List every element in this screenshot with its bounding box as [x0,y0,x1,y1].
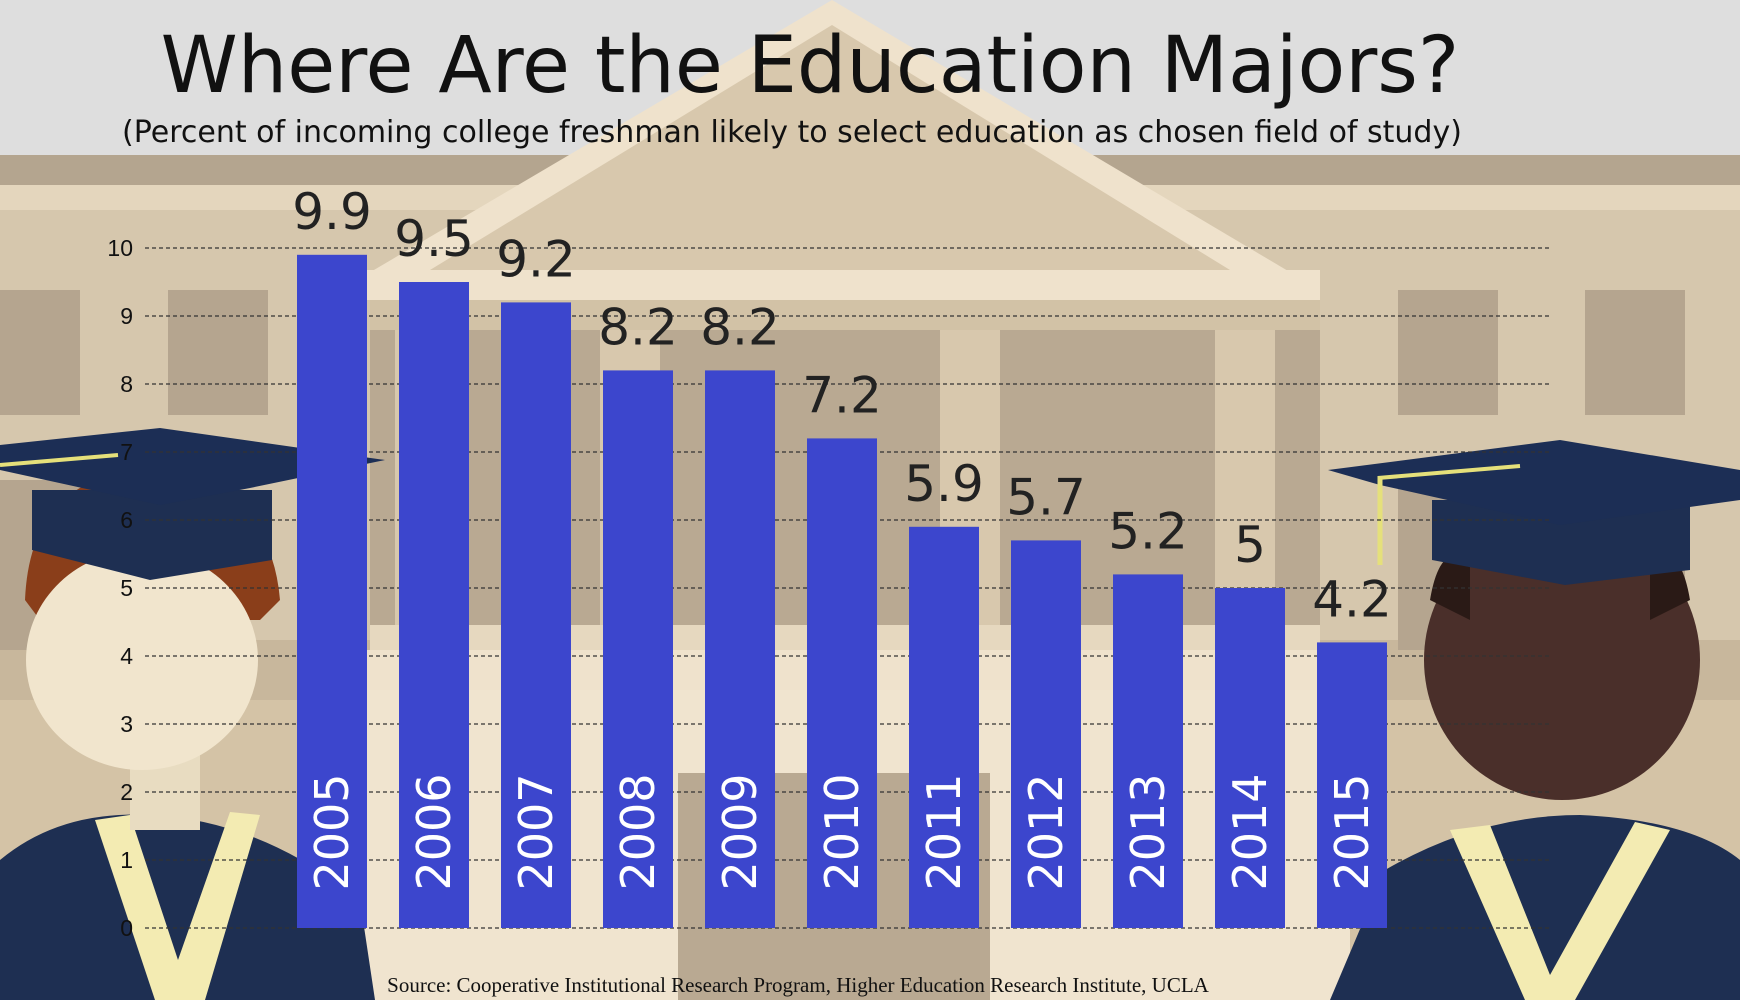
category-label: 2007 [509,773,563,890]
chart-title: Where Are the Education Majors? [161,21,1460,111]
value-label: 7.2 [802,366,882,424]
category-labels: 2005 2006 2007 2008 2009 2010 2011 2012 2013 2014… [305,773,1379,890]
value-label: 8.2 [598,298,678,356]
bar-2008 [603,370,673,928]
value-labels: 9.9 9.5 9.2 8.2 8.2 7.2 5.9 5.7 5.2 5 4.2 [292,183,1392,629]
bar-2005 [297,254,367,929]
y-axis-tick-labels: 0 1 2 3 4 5 6 7 8 9 10 [107,235,133,941]
category-label: 2013 [1121,773,1175,890]
value-label: 4.2 [1312,570,1392,628]
category-label: 2014 [1223,773,1277,890]
y-tick-label: 1 [120,847,133,873]
category-label: 2015 [1325,773,1379,890]
y-tick-label: 10 [107,235,133,261]
y-tick-label: 9 [120,303,133,329]
y-tick-label: 2 [120,779,133,805]
y-tick-label: 0 [120,915,133,941]
value-label: 9.5 [394,210,474,268]
bar-2012 [1011,540,1081,928]
category-label: 2010 [815,773,869,890]
bar-2009 [705,370,775,928]
value-label: 9.9 [292,183,372,241]
chart-subtitle: (Percent of incoming college freshman li… [122,115,1462,150]
category-label: 2012 [1019,773,1073,890]
y-tick-label: 4 [120,643,133,669]
category-label: 2008 [611,773,665,890]
value-label: 5.2 [1108,502,1188,560]
bar-2015 [1317,642,1387,928]
bar-2007 [501,302,571,928]
category-label: 2009 [713,773,767,890]
category-label: 2006 [407,773,461,890]
bars [297,254,1387,929]
bar-2010 [807,438,877,928]
value-label: 5 [1234,516,1266,574]
value-label: 9.2 [496,230,576,288]
y-tick-label: 7 [120,439,133,465]
value-label: 8.2 [700,298,780,356]
value-label: 5.7 [1006,468,1086,526]
category-label: 2011 [917,773,971,890]
y-tick-label: 8 [120,371,133,397]
y-tick-label: 3 [120,711,133,737]
bar-2011 [909,526,979,928]
bar-2006 [399,282,469,928]
bar-2013 [1113,574,1183,928]
graduate-figure-left [0,428,385,1000]
y-tick-label: 6 [120,507,133,533]
value-label: 5.9 [904,455,984,513]
source-note: Source: Cooperative Institutional Resear… [387,973,1210,997]
graduate-figure-right [1328,440,1740,1000]
bar-2014 [1215,588,1285,928]
y-tick-label: 5 [120,575,133,601]
category-label: 2005 [305,773,359,890]
